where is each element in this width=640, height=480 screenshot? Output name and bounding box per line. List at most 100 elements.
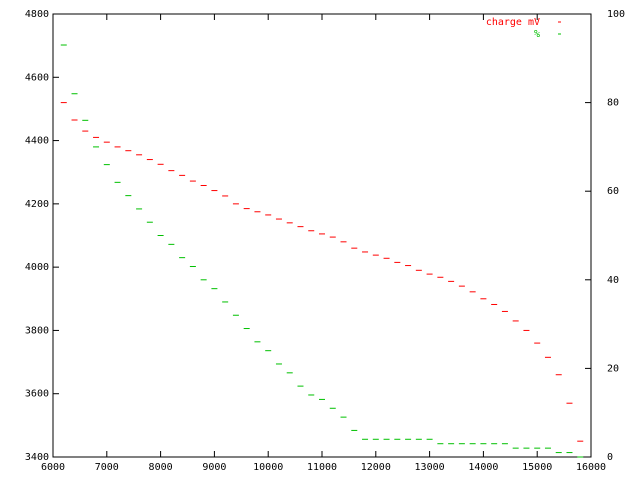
y2-tick-label: 60: [607, 186, 619, 197]
x-tick-label: 6000: [41, 462, 65, 473]
data-point: [232, 203, 239, 205]
data-point: [157, 163, 164, 165]
data-point: [243, 208, 250, 210]
data-point: [372, 254, 379, 256]
data-point: [146, 159, 153, 161]
y-tick-label: 4200: [25, 199, 49, 210]
data-point: [405, 265, 412, 267]
data-point: [82, 130, 89, 132]
x-tick-label: 7000: [95, 462, 119, 473]
data-point: [340, 241, 347, 243]
data-point: [566, 402, 573, 404]
data-point: [71, 119, 78, 121]
data-point: [286, 372, 293, 374]
data-point: [491, 303, 498, 305]
data-point: [168, 170, 175, 172]
data-point: [458, 285, 465, 287]
data-point: [136, 208, 143, 210]
data-point: [275, 363, 282, 365]
data-point: [93, 146, 100, 148]
x-tick-label: 12000: [361, 462, 391, 473]
y-tick-label: 4600: [25, 72, 49, 83]
y-tick-label: 4800: [25, 9, 49, 20]
data-point: [114, 146, 121, 148]
data-point: [437, 276, 444, 278]
data-point: [383, 438, 390, 440]
data-point: [480, 298, 487, 300]
data-point: [297, 226, 304, 228]
data-point: [501, 310, 508, 312]
data-point: [179, 257, 186, 259]
data-point: [308, 230, 315, 232]
data-point: [136, 154, 143, 156]
y2-tick-label: 80: [607, 98, 619, 109]
data-point: [275, 218, 282, 220]
x-tick-label: 14000: [468, 462, 498, 473]
data-point: [286, 222, 293, 224]
data-point: [555, 452, 562, 454]
data-point: [254, 341, 261, 343]
data-point: [362, 438, 369, 440]
data-point: [426, 438, 433, 440]
data-point: [577, 456, 584, 458]
data-point: [93, 136, 100, 138]
data-point: [103, 141, 110, 143]
data-point: [340, 416, 347, 418]
data-point: [200, 279, 207, 281]
y-tick-label: 4400: [25, 136, 49, 147]
data-point: [566, 452, 573, 454]
data-point: [555, 374, 562, 376]
data-point: [243, 328, 250, 330]
x-tick-label: 9000: [202, 462, 226, 473]
data-point: [179, 174, 186, 176]
data-point: [103, 164, 110, 166]
data-point: [297, 385, 304, 387]
y-tick-label: 4000: [25, 262, 49, 273]
data-point: [308, 394, 315, 396]
data-point: [211, 288, 218, 290]
data-point: [448, 443, 455, 445]
legend-label: charge mV: [486, 17, 540, 28]
data-point: [523, 447, 530, 449]
data-point: [200, 185, 207, 187]
data-point: [189, 180, 196, 182]
data-point: [232, 314, 239, 316]
data-point: [480, 443, 487, 445]
data-point: [329, 407, 336, 409]
data-point: [82, 119, 89, 121]
y-tick-label: 3600: [25, 389, 49, 400]
data-point: [544, 356, 551, 358]
y-tick-label: 3800: [25, 325, 49, 336]
x-tick-label: 16000: [576, 462, 606, 473]
x-tick-label: 11000: [307, 462, 337, 473]
data-point: [512, 447, 519, 449]
data-point: [415, 269, 422, 271]
data-point: [146, 221, 153, 223]
data-point: [469, 291, 476, 293]
data-point: [222, 195, 229, 197]
data-point: [501, 443, 508, 445]
data-point: [329, 236, 336, 238]
data-point: [157, 235, 164, 236]
data-point: [415, 438, 422, 440]
data-point: [254, 211, 261, 213]
data-point: [351, 429, 358, 431]
data-point: [534, 447, 541, 449]
data-point: [577, 440, 584, 442]
data-point: [125, 195, 132, 197]
y2-tick-label: 100: [607, 9, 625, 20]
y2-tick-label: 0: [607, 452, 613, 463]
data-point: [394, 261, 401, 263]
plot-frame: [52, 13, 592, 458]
data-point: [372, 438, 379, 440]
legend-marker: [558, 33, 561, 35]
data-point: [437, 443, 444, 445]
data-point: [71, 93, 78, 95]
data-point: [383, 257, 390, 259]
data-point: [544, 447, 551, 449]
data-point: [491, 443, 498, 445]
x-tick-label: 15000: [522, 462, 552, 473]
data-point: [222, 301, 229, 303]
data-point: [469, 443, 476, 445]
